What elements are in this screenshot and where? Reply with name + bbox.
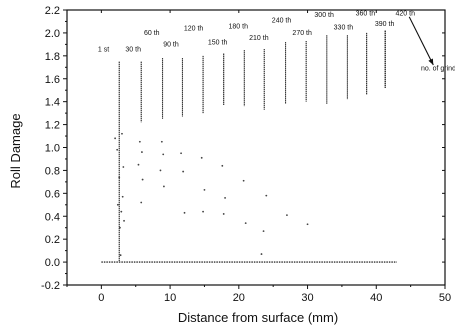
x-tick-label-5: 50 <box>439 292 451 304</box>
scatter-point-21 <box>182 170 185 173</box>
scatter-point-16 <box>160 140 163 143</box>
y-tick-label-6: 1.0 <box>45 143 60 155</box>
scatter-point-3 <box>122 166 125 168</box>
scatter-point-6 <box>116 203 119 206</box>
scatter-point-32 <box>262 230 265 233</box>
annotation-5: 150 th <box>208 39 228 46</box>
annotation-6: 180 th <box>229 23 249 30</box>
annotation-2: 60 th <box>144 30 160 37</box>
y-tick-label-7: 1.2 <box>45 120 60 132</box>
scatter-point-7 <box>120 210 123 213</box>
annotation-9: 270 th <box>292 30 312 37</box>
scatter-point-30 <box>244 222 247 225</box>
scatter-point-34 <box>286 214 288 217</box>
y-tick-label-1: 0.0 <box>45 257 60 269</box>
scatter-point-11 <box>138 140 141 143</box>
scatter-point-13 <box>137 163 140 166</box>
scatter-point-33 <box>260 253 263 255</box>
x-tick-label-3: 30 <box>301 292 313 304</box>
annotation-8: 240 th <box>272 18 292 25</box>
scatter-point-2 <box>116 148 119 151</box>
y-tick-label-9: 1.6 <box>45 74 60 86</box>
scatter-point-5 <box>121 195 124 198</box>
y-tick-label-4: 0.6 <box>45 188 60 200</box>
x-axis-title: Distance from surface (mm) <box>178 310 338 325</box>
annotation-arrow-head <box>428 58 434 65</box>
y-tick-label-11: 2.0 <box>45 28 60 40</box>
x-tick-label-0: 0 <box>98 292 104 304</box>
x-tick-label-1: 10 <box>164 292 176 304</box>
scatter-point-27 <box>224 197 226 199</box>
annotation-15: no. of grinding <box>421 66 455 73</box>
scatter-point-15 <box>140 201 143 204</box>
plot-frame <box>66 9 446 286</box>
y-tick-label-2: 0.2 <box>45 234 60 246</box>
y-tick-label-10: 1.8 <box>45 51 60 63</box>
scatter-point-8 <box>123 219 125 222</box>
scatter-point-20 <box>180 152 182 155</box>
annotation-arrow-shaft <box>408 16 434 66</box>
scatter-point-12 <box>141 151 143 153</box>
scatter-point-31 <box>265 194 268 197</box>
y-tick-label-12: 2.2 <box>45 5 60 17</box>
scatter-point-26 <box>221 164 224 167</box>
scatter-point-10 <box>119 254 122 257</box>
y-axis-title: Roll Damage <box>8 113 23 188</box>
x-tick-label-2: 20 <box>233 292 245 304</box>
scatter-point-28 <box>222 213 225 215</box>
y-tick-label-3: 0.4 <box>45 211 60 223</box>
x-tick-label-4: 40 <box>370 292 382 304</box>
annotation-14: 420 th <box>396 11 416 18</box>
scatter-point-24 <box>203 188 206 191</box>
scatter-point-17 <box>162 153 165 156</box>
scatter-point-14 <box>141 178 144 181</box>
annotation-0: 1 st <box>98 46 109 53</box>
annotation-13: 390 th <box>375 21 395 28</box>
y-tick-label-5: 0.8 <box>45 165 60 177</box>
scatter-point-19 <box>163 185 165 188</box>
scatter-point-22 <box>183 211 186 214</box>
annotation-4: 120 th <box>184 26 204 33</box>
scatter-point-25 <box>202 210 204 213</box>
annotation-12: 360 th <box>356 11 376 18</box>
scatter-point-1 <box>121 132 123 135</box>
axes-layer: -0.2 0.0 0.2 0.4 0.6 0.8 1.0 1.2 1.4 1.6 1.8 2.0 2.2… <box>41 5 451 304</box>
scatter-point-9 <box>119 226 121 229</box>
data-layer <box>101 30 397 263</box>
annotation-10: 300 th <box>314 12 334 19</box>
scatter-point-4 <box>118 176 121 179</box>
y-tick-label-8: 1.4 <box>45 97 60 109</box>
annotation-11: 330 th <box>334 24 354 31</box>
scatter-point-23 <box>200 156 203 159</box>
scatter-point-18 <box>159 169 162 172</box>
annotation-7: 210 th <box>249 35 269 42</box>
annotation-3: 90 th <box>163 42 179 49</box>
scatter-point-0 <box>114 137 117 140</box>
scatter-point-35 <box>306 223 309 226</box>
scatter-point-29 <box>242 179 245 182</box>
annotation-1: 30 th <box>125 46 141 53</box>
y-tick-label-0: -0.2 <box>41 280 60 292</box>
